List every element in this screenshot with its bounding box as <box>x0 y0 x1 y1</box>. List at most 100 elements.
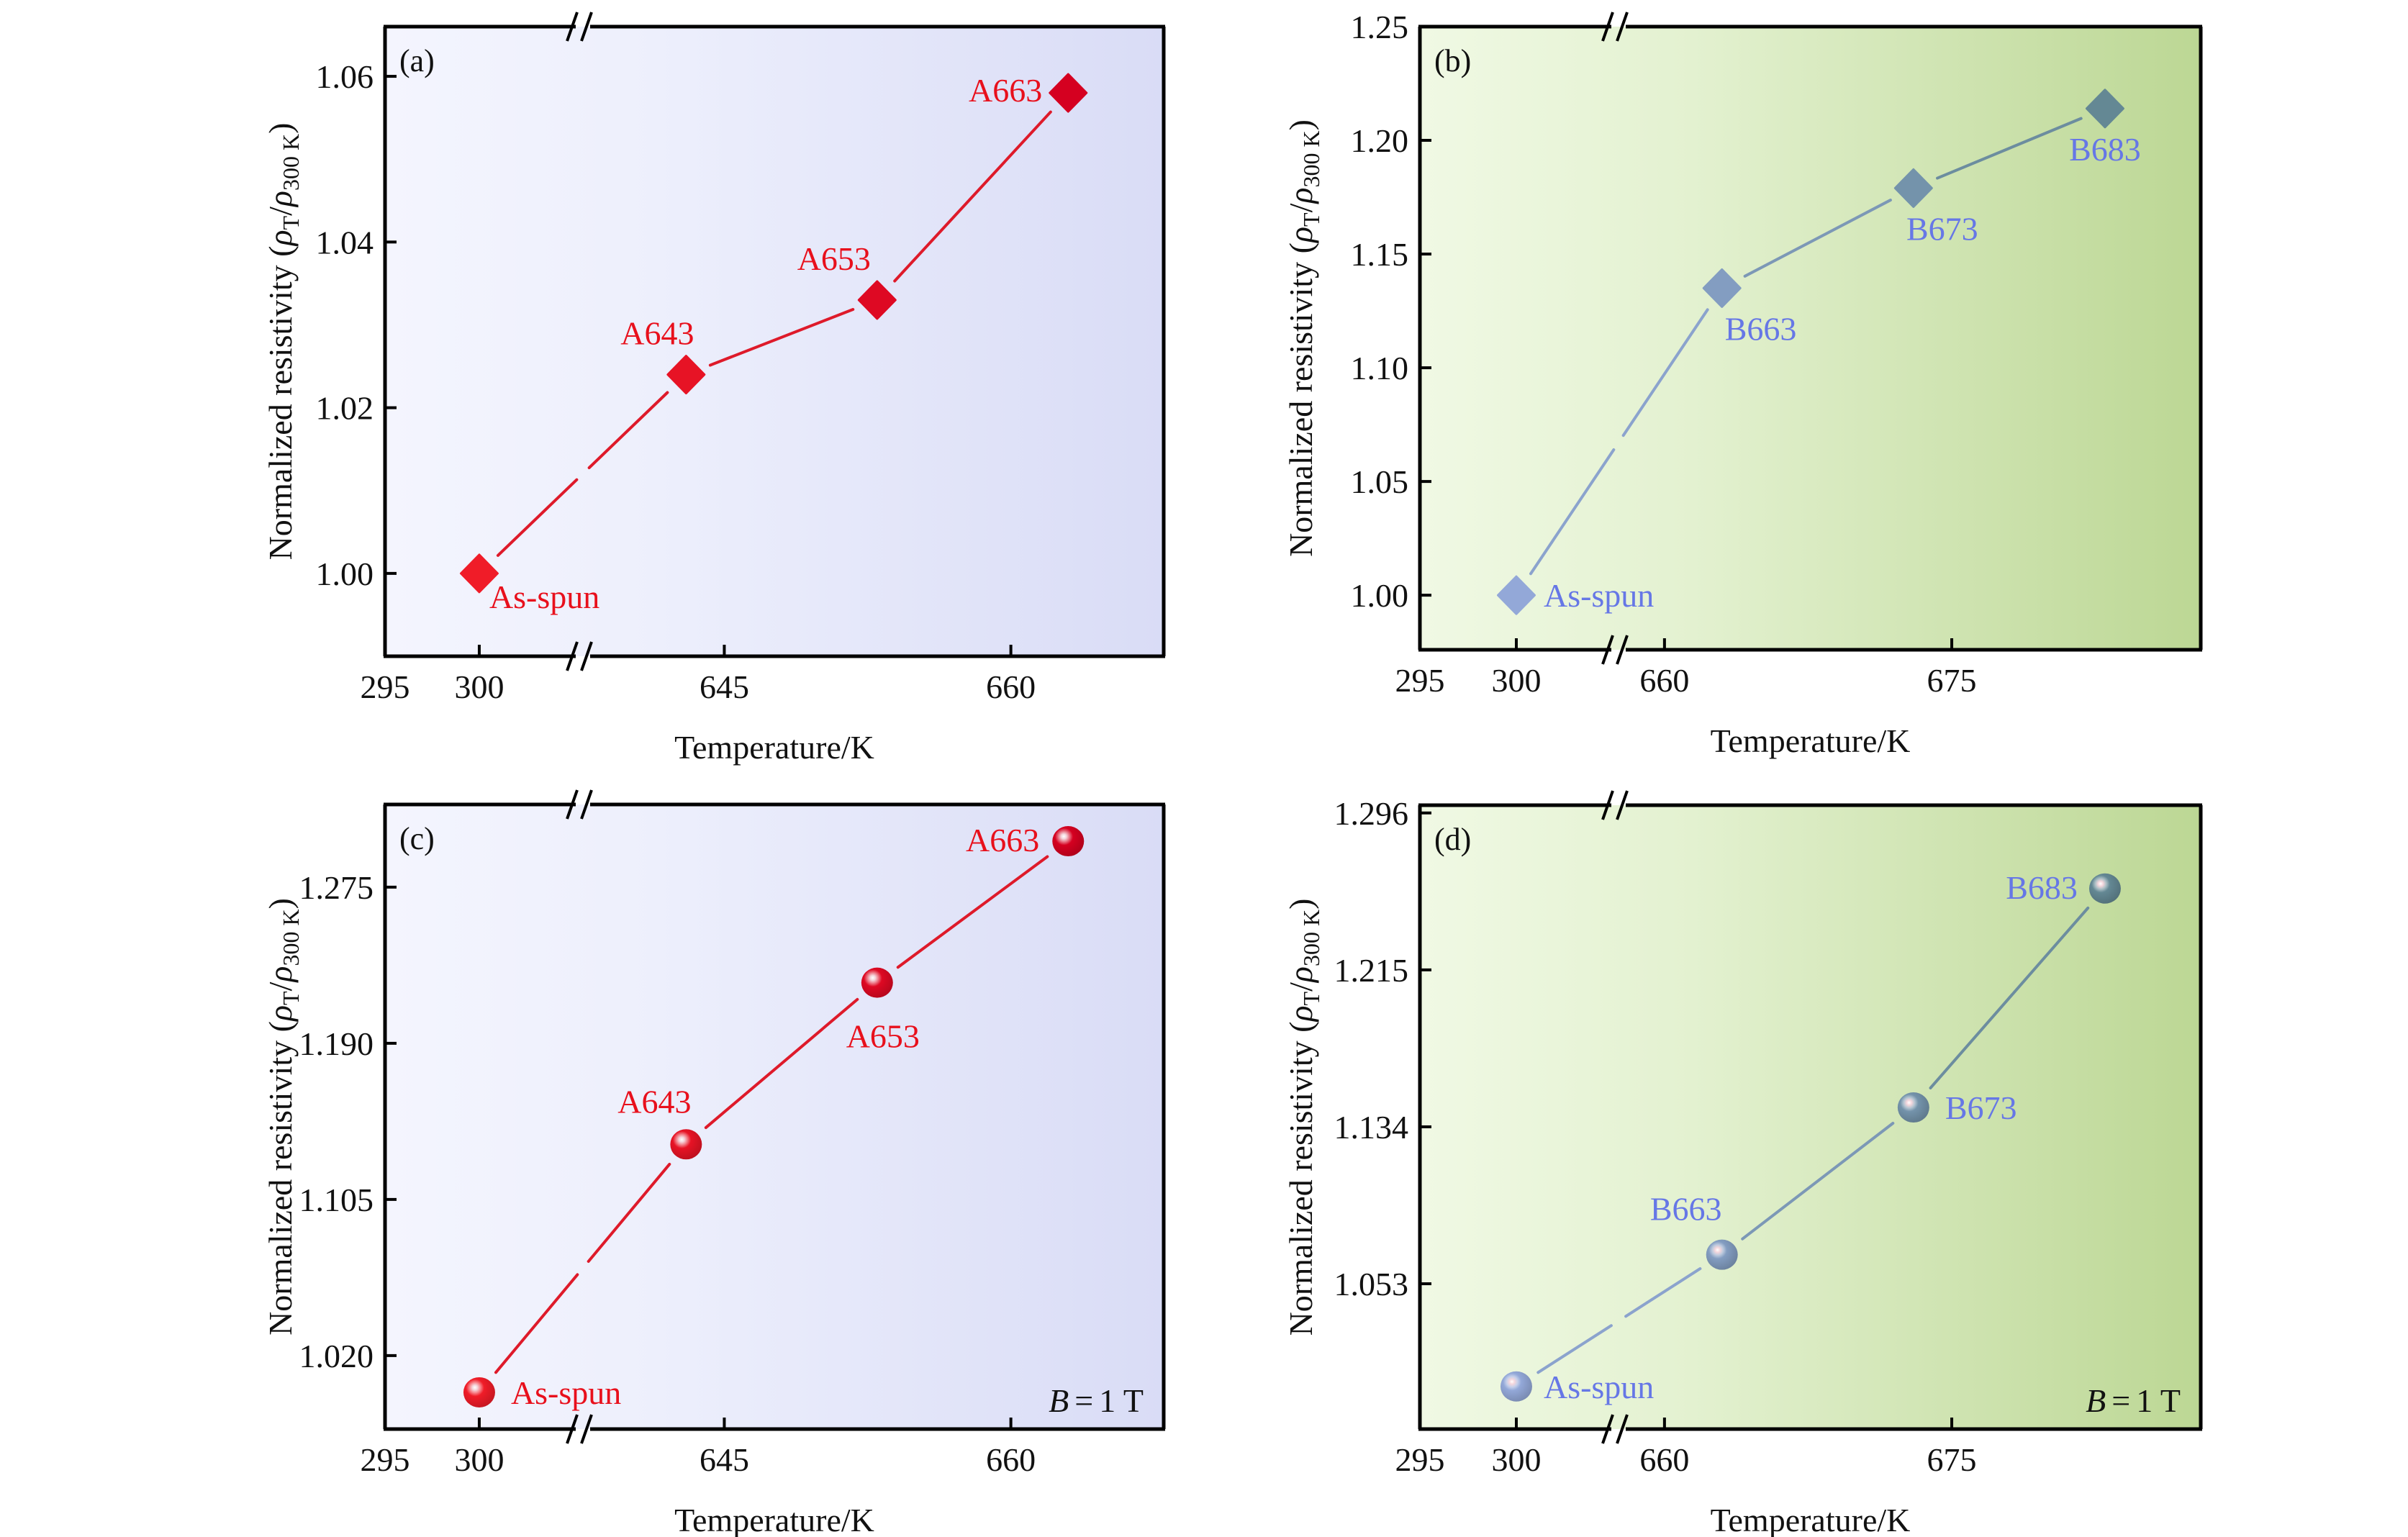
field-annotation: B = 1 T <box>2086 1382 2181 1419</box>
axis-break-icon <box>580 1414 593 1444</box>
x-tick-label: 295 <box>1395 662 1445 699</box>
series-line-segment <box>1624 1267 1702 1318</box>
field-equals: = <box>1074 1382 1093 1419</box>
close-paren: ) <box>1282 899 1319 910</box>
rho-subscript-t: T <box>278 991 304 1005</box>
field-symbol: B <box>2086 1382 2106 1419</box>
series-line-segment <box>1741 1121 1895 1241</box>
y-axis-title: Normalized resistivity (ρT/ρ300 K) <box>262 898 304 1336</box>
x-axis-title: Temperature/K <box>1711 722 1911 759</box>
axis-break-icon <box>580 12 593 42</box>
data-point-sphere <box>861 967 893 998</box>
axis-break-icon <box>1616 1414 1629 1444</box>
axis-break-icon <box>566 12 579 42</box>
chart-panel-a: As-spun A643 A653 A663 295 300 645 660 1.00 1.02 1… <box>262 12 1166 766</box>
panel-label: (d) <box>1434 822 1471 857</box>
plot-frame <box>383 12 1166 671</box>
data-label-b683: B683 <box>2069 131 2141 168</box>
data-point-sphere <box>1897 1092 1929 1123</box>
data-point-diamond <box>1702 268 1742 308</box>
plot-background <box>385 804 1164 1429</box>
data-point-sphere <box>1706 1239 1738 1270</box>
axis-break-icon <box>580 641 593 671</box>
y-tick-label: 1.10 <box>1351 350 1409 386</box>
y-tick-label: 1.15 <box>1351 236 1409 273</box>
x-tick-label: 675 <box>1927 1441 1977 1478</box>
panel-label: (c) <box>399 821 435 856</box>
y-tick-label: 1.020 <box>299 1338 374 1374</box>
slash: / <box>1282 982 1319 992</box>
series-line-segment <box>1929 906 2090 1089</box>
rho-symbol: ρ <box>262 230 299 247</box>
field-annotation: B = 1 T <box>1049 1382 1144 1419</box>
axis-break-icon <box>566 641 579 671</box>
y-axis-title: Normalized resistivity (ρT/ρ300 K) <box>1282 119 1324 557</box>
data-label-a653: A653 <box>846 1018 920 1055</box>
rho-subscript-300k: 300 K <box>278 909 304 966</box>
data-point-sphere <box>670 1129 702 1160</box>
axis-break-icon <box>1616 635 1629 665</box>
axis-break-icon <box>1601 635 1614 665</box>
data-label-b663: B663 <box>1725 310 1797 347</box>
rho-subscript-t: T <box>1298 212 1324 227</box>
series-line-segment <box>1621 308 1709 437</box>
y-tick-label: 1.275 <box>299 869 374 906</box>
y-tick-label: 1.06 <box>316 58 374 95</box>
data-label-a653: A653 <box>797 240 871 277</box>
data-point-diamond <box>1049 73 1088 113</box>
rho-symbol: ρ <box>262 966 299 984</box>
y-axis-title: Normalized resistivity (ρT/ρ300 K) <box>262 123 304 561</box>
chart-panel-b: As-spun B663 B673 B683 295 300 660 675 1.00 1.05 1… <box>1282 9 2203 759</box>
close-paren: ) <box>1282 119 1319 130</box>
axis-break-icon <box>566 789 579 820</box>
rho-symbol: ρ <box>262 1005 299 1023</box>
panel-label: (a) <box>399 43 435 78</box>
x-tick-label: 675 <box>1927 662 1977 699</box>
x-tick-label: 300 <box>1491 1441 1541 1478</box>
series-line-segment <box>708 308 855 367</box>
x-axis-title: Temperature/K <box>674 729 874 766</box>
data-label-as-spun: As-spun <box>1544 1369 1654 1405</box>
data-point-diamond <box>1893 168 1933 208</box>
field-value: 1 T <box>1099 1382 1144 1419</box>
axis-break-icon <box>566 1414 579 1444</box>
x-tick-label: 300 <box>454 668 504 705</box>
data-point-diamond <box>2085 89 2124 129</box>
axis-break-icon <box>1601 1414 1614 1444</box>
y-tick-label: 1.296 <box>1334 795 1409 832</box>
x-tick-label: 660 <box>986 668 1036 705</box>
y-axis-title: Normalized resistivity (ρT/ρ300 K) <box>1282 899 1324 1336</box>
rho-subscript-300k: 300 K <box>1298 910 1324 966</box>
x-tick-label: 295 <box>1395 1441 1445 1478</box>
chart-panel-c: As-spun A643 A653 A663 295 300 645 660 1.020 1.10… <box>262 789 1166 1537</box>
data-label-as-spun: As-spun <box>489 579 599 615</box>
x-tick-label: 295 <box>361 1441 410 1478</box>
data-point-diamond <box>1497 575 1536 615</box>
field-value: 1 T <box>2136 1382 2181 1419</box>
y-tick-label: 1.05 <box>1351 463 1409 500</box>
rho-subscript-300k: 300 K <box>278 134 304 191</box>
y-axis-title-text: Normalized resistivity ( <box>262 246 299 561</box>
x-tick-label: 300 <box>454 1441 504 1478</box>
y-tick-label: 1.215 <box>1334 952 1409 989</box>
x-tick-label: 645 <box>700 668 749 705</box>
data-label-as-spun: As-spun <box>511 1374 621 1411</box>
slash: / <box>1282 203 1319 212</box>
y-tick-label: 1.02 <box>316 390 374 427</box>
data-label-a663: A663 <box>969 72 1042 109</box>
rho-subscript-t: T <box>278 215 304 230</box>
axis-break-icon <box>1601 790 1614 820</box>
y-tick-label: 1.105 <box>299 1182 374 1218</box>
series-line-segment <box>1529 448 1616 576</box>
x-axis-title: Temperature/K <box>674 1502 874 1537</box>
data-label-a643: A643 <box>617 1083 691 1120</box>
series-line-segment <box>896 855 1049 969</box>
data-point-sphere <box>1500 1371 1532 1402</box>
x-tick-label: 300 <box>1491 662 1541 699</box>
series-line-segment <box>1936 117 2083 180</box>
panel-label: (b) <box>1434 43 1471 78</box>
data-point-sphere <box>1052 826 1085 857</box>
data-label-b683: B683 <box>2006 869 2078 906</box>
rho-subscript-300k: 300 K <box>1298 130 1324 187</box>
